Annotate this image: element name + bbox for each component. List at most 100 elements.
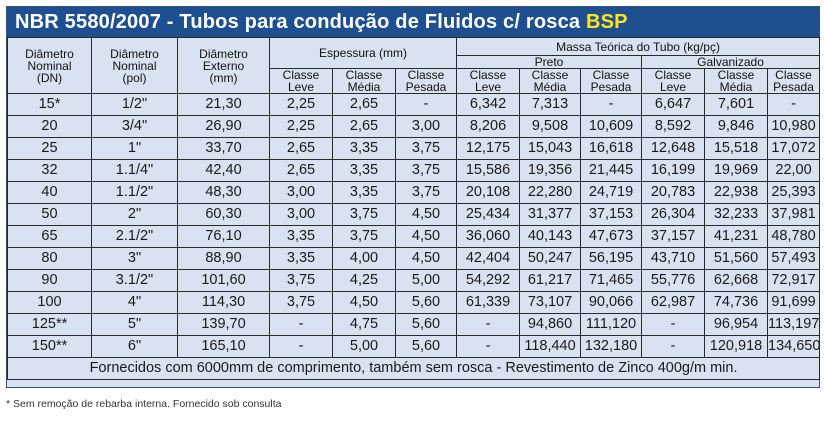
cell-preto-media: 61,217 [519,269,581,292]
cell-espessura-leve: 3,35 [269,247,333,270]
cell-preto-leve: 42,404 [456,247,520,270]
cell-preto-leve: 15,586 [456,159,520,182]
cell-espessura-pesada: 3,75 [395,181,457,204]
cell-pol: 3/4" [91,115,178,138]
cell-espessura-leve: - [269,313,333,336]
cell-preto-pesada: 111,120 [580,313,642,336]
cell-espessura-leve: 2,25 [269,115,333,138]
title-separator: - [161,10,180,33]
cell-espessura-leve: 3,75 [269,269,333,292]
cell-preto-media: 15,043 [519,137,581,160]
cell-galv-pesada: 37,981 [766,203,821,226]
cell-espessura-pesada: 5,60 [395,335,457,358]
table-row: 15* 1/2" 21,30 2,25 2,65-6,342 7,313-6,647 7,6… [7,93,821,116]
cell-preto-pesada: 10,609 [580,115,642,138]
cell-espessura-media: 3,35 [332,159,396,182]
pipe-spec-table: Diâmetro Nominal (DN) Diâmetro Nominal (pol)… [6,37,821,380]
cell-galv-leve: 6,647 [641,93,705,116]
cell-espessura-media: 3,75 [332,203,396,226]
cell-external-diameter: 114,30 [177,291,270,314]
header-galv-leve: Classe Leve [641,68,705,94]
cell-preto-leve: 20,108 [456,181,520,204]
cell-galv-leve: 26,304 [641,203,705,226]
cell-espessura-pesada: 3,00 [395,115,457,138]
cell-espessura-leve: 2,65 [269,159,333,182]
table-row: 32 1.1/4" 42,40 2,65 3,35 3,75 15,586 19,356 21,… [7,159,821,182]
title-standard: NBR 5580/2007 [15,10,162,33]
cell-preto-media: 9,508 [519,115,581,138]
cell-pol: 1.1/2" [91,181,178,204]
nbr-5580-table-panel: NBR 5580/2007 - Tubos para condução de F… [6,6,821,388]
cell-preto-leve: 6,342 [456,93,520,116]
cell-dn: 25 [7,137,92,160]
cell-dn: 50 [7,203,92,226]
cell-galv-leve: 8,592 [641,115,705,138]
header-galv-pesada: Classe Pesada [766,68,821,94]
cell-galv-media: 7,601 [704,93,768,116]
cell-espessura-media: 3,35 [332,181,396,204]
cell-external-diameter: 165,10 [177,335,270,358]
header-espessura-media: Classe Média [332,68,396,94]
cell-external-diameter: 42,40 [177,159,270,182]
cell-dn: 15* [7,93,92,116]
cell-preto-leve: 8,206 [456,115,520,138]
cell-galv-leve: - [641,313,705,336]
cell-espessura-pesada: 5,60 [395,313,457,336]
cell-galv-media: 32,233 [704,203,768,226]
cell-preto-pesada: 16,618 [580,137,642,160]
cell-galv-media: 9,846 [704,115,768,138]
table-row: 100 4" 114,30 3,75 4,50 5,60 61,339 73,107 90,06… [7,291,821,314]
cell-espessura-media: 2,65 [332,93,396,116]
cell-galv-pesada: - [766,93,821,116]
cell-preto-pesada: 132,180 [580,335,642,358]
cell-preto-pesada: 47,673 [580,225,642,248]
table-row: 125** 5" 139,70-4,75 5,60-94,860 111,120-96,… [7,313,821,336]
cell-preto-pesada: - [580,93,642,116]
cell-espessura-leve: 3,00 [269,203,333,226]
cell-galv-media: 120,918 [704,335,768,358]
cell-preto-pesada: 37,153 [580,203,642,226]
cell-pol: 5" [91,313,178,336]
cell-preto-media: 22,280 [519,181,581,204]
title-main: Tubos para condução de Fluidos c/ rosca [179,10,586,33]
cell-preto-leve: - [456,335,520,358]
cell-galv-media: 15,518 [704,137,768,160]
cell-galv-pesada: 10,980 [766,115,821,138]
cell-external-diameter: 88,90 [177,247,270,270]
cell-preto-media: 94,860 [519,313,581,336]
cell-pol: 4" [91,291,178,314]
cell-pol: 6" [91,335,178,358]
header-galvanizado: Galvanizado [640,55,821,69]
cell-galv-pesada: 22,00 [766,159,821,182]
header-espessura: Espessura (mm) [269,37,457,69]
cell-espessura-pesada: 5,60 [395,291,457,314]
cell-dn: 125** [7,313,92,336]
cell-espessura-pesada: 4,50 [395,203,457,226]
cell-dn: 65 [7,225,92,248]
cell-galv-media: 51,560 [704,247,768,270]
cell-espessura-media: 4,25 [332,269,396,292]
cell-galv-pesada: 72,917 [766,269,821,292]
cell-galv-pesada: 57,493 [766,247,821,270]
header-massa: Massa Teórica do Tubo (kg/pç) [455,37,821,56]
table-row: 65 2.1/2" 76,10 3,35 3,75 4,50 36,060 40,143 47,… [7,225,821,248]
cell-preto-pesada: 24,719 [580,181,642,204]
cell-dn: 32 [7,159,92,182]
cell-dn: 90 [7,269,92,292]
cell-galv-leve: 43,710 [641,247,705,270]
cell-preto-media: 118,440 [519,335,581,358]
cell-pol: 1/2" [91,93,178,116]
header-espessura-leve: Classe Leve [269,68,333,94]
cell-dn: 20 [7,115,92,138]
table-row: 25 1" 33,70 2,65 3,35 3,75 12,175 15,043 16,618 1… [7,137,821,160]
cell-espessura-media: 3,75 [332,225,396,248]
cell-galv-leve: - [641,335,705,358]
cell-galv-pesada: 91,699 [766,291,821,314]
header-preto: Preto [456,55,642,69]
cell-galv-pesada: 134,650 [766,335,821,358]
cell-galv-media: 41,231 [704,225,768,248]
cell-preto-pesada: 56,195 [580,247,642,270]
cell-galv-media: 74,736 [704,291,768,314]
table-row: 20 3/4" 26,90 2,25 2,65 3,00 8,206 9,508 10,609 8… [7,115,821,138]
cell-galv-pesada: 48,780 [766,225,821,248]
